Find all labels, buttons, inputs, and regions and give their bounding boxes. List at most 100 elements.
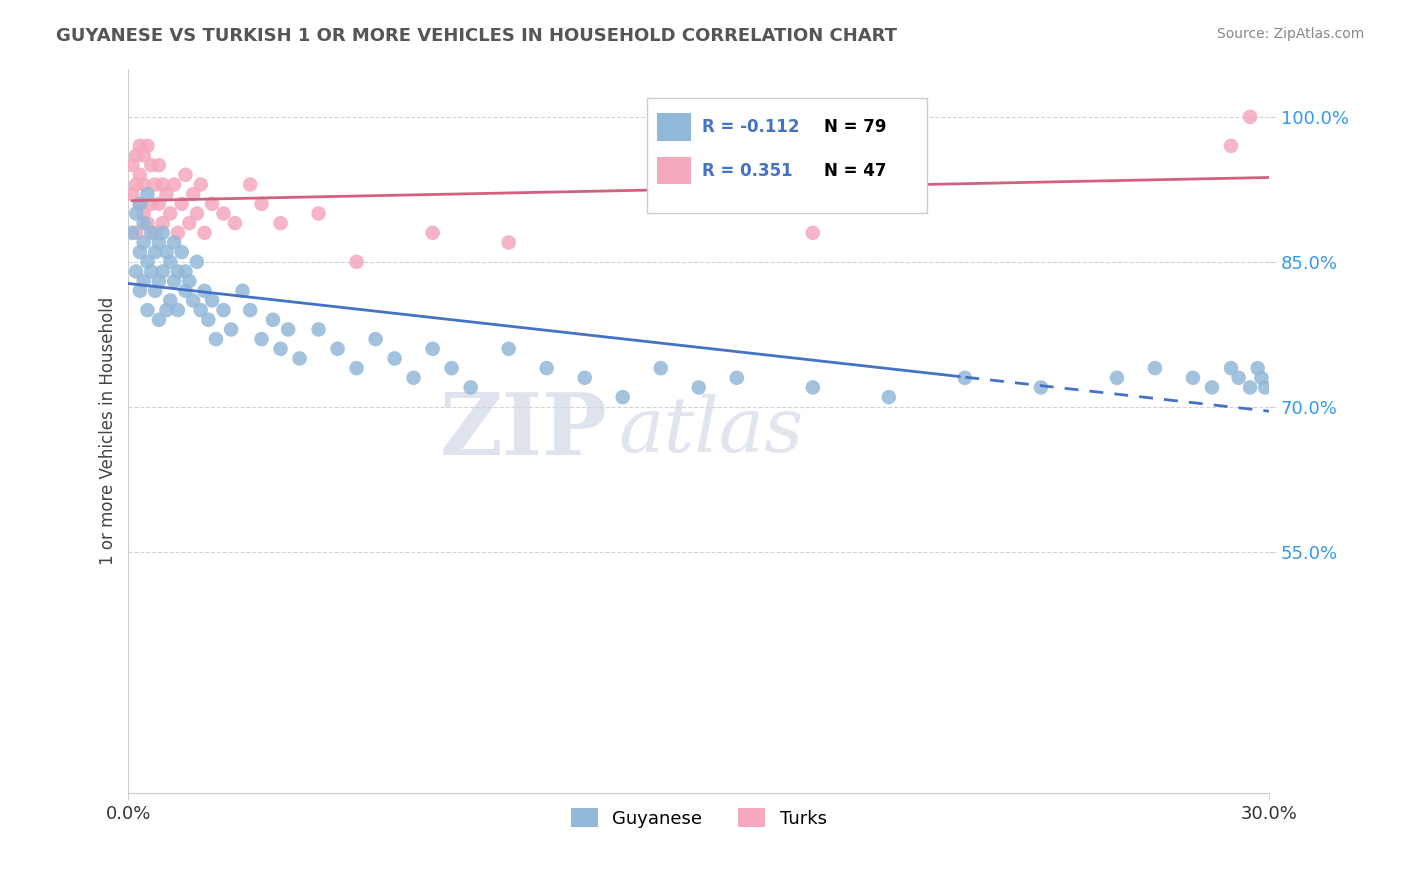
Point: [801, 226, 824, 240]
Point: [193, 226, 215, 240]
Point: [159, 206, 181, 220]
Point: [1105, 371, 1128, 385]
Point: [148, 235, 170, 250]
Point: [422, 226, 444, 240]
Point: [128, 245, 150, 260]
Point: [152, 216, 174, 230]
Point: [121, 187, 143, 202]
Point: [155, 245, 177, 260]
Point: [128, 168, 150, 182]
Text: R = 0.351: R = 0.351: [702, 161, 793, 179]
Point: [132, 235, 155, 250]
Point: [132, 178, 155, 192]
Point: [650, 187, 672, 202]
Point: [181, 187, 204, 202]
Point: [128, 196, 150, 211]
Text: ZIP: ZIP: [440, 389, 607, 473]
Point: [152, 264, 174, 278]
Point: [167, 264, 190, 278]
Point: [1143, 361, 1166, 376]
Point: [125, 178, 148, 192]
Point: [277, 322, 299, 336]
Point: [346, 255, 368, 269]
Point: [132, 206, 155, 220]
Point: [1201, 380, 1223, 394]
Point: [174, 284, 197, 298]
Point: [132, 274, 155, 288]
Point: [170, 245, 193, 260]
Point: [128, 196, 150, 211]
Point: [574, 371, 596, 385]
Point: [170, 196, 193, 211]
Point: [125, 226, 148, 240]
Point: [121, 226, 143, 240]
Point: [346, 361, 368, 376]
Point: [167, 303, 190, 318]
Point: [308, 206, 330, 220]
Point: [262, 313, 284, 327]
Point: [136, 187, 159, 202]
Point: [239, 303, 262, 318]
Point: [125, 264, 148, 278]
Point: [212, 303, 235, 318]
Point: [270, 342, 292, 356]
Point: [128, 284, 150, 298]
Point: [141, 264, 163, 278]
Text: GUYANESE VS TURKISH 1 OR MORE VEHICLES IN HOUSEHOLD CORRELATION CHART: GUYANESE VS TURKISH 1 OR MORE VEHICLES I…: [56, 27, 897, 45]
Point: [288, 351, 311, 366]
Point: [148, 274, 170, 288]
Point: [498, 342, 520, 356]
Point: [205, 332, 228, 346]
Point: [688, 380, 710, 394]
Point: [174, 264, 197, 278]
Point: [148, 196, 170, 211]
Point: [801, 380, 824, 394]
Point: [143, 245, 166, 260]
Point: [402, 371, 425, 385]
Point: [125, 206, 148, 220]
FancyBboxPatch shape: [657, 157, 690, 185]
Point: [143, 226, 166, 240]
Point: [1246, 361, 1268, 376]
Text: R = -0.112: R = -0.112: [702, 119, 800, 136]
Point: [1239, 110, 1261, 124]
Legend: Guyanese, Turks: Guyanese, Turks: [564, 801, 834, 835]
Point: [231, 284, 253, 298]
Point: [1227, 371, 1250, 385]
Point: [174, 168, 197, 182]
Point: [1181, 371, 1204, 385]
Point: [179, 274, 201, 288]
Point: [181, 293, 204, 308]
Point: [163, 274, 186, 288]
Point: [197, 313, 219, 327]
Point: [422, 342, 444, 356]
Point: [148, 313, 170, 327]
Point: [155, 187, 177, 202]
Point: [1254, 380, 1277, 394]
Point: [239, 178, 262, 192]
Point: [155, 303, 177, 318]
Text: N = 79: N = 79: [824, 119, 887, 136]
Point: [1220, 361, 1243, 376]
Point: [498, 235, 520, 250]
FancyBboxPatch shape: [657, 113, 690, 141]
Point: [141, 196, 163, 211]
Point: [163, 178, 186, 192]
Point: [136, 303, 159, 318]
Point: [148, 158, 170, 172]
Point: [650, 361, 672, 376]
Point: [1239, 380, 1261, 394]
Point: [1220, 138, 1243, 153]
Point: [877, 196, 900, 211]
Point: [125, 148, 148, 162]
Point: [159, 255, 181, 269]
Point: [190, 303, 212, 318]
Y-axis label: 1 or more Vehicles in Household: 1 or more Vehicles in Household: [100, 297, 117, 565]
Point: [163, 235, 186, 250]
Point: [186, 255, 208, 269]
Point: [141, 226, 163, 240]
Point: [877, 390, 900, 404]
Point: [201, 196, 224, 211]
Point: [159, 293, 181, 308]
Point: [121, 158, 143, 172]
